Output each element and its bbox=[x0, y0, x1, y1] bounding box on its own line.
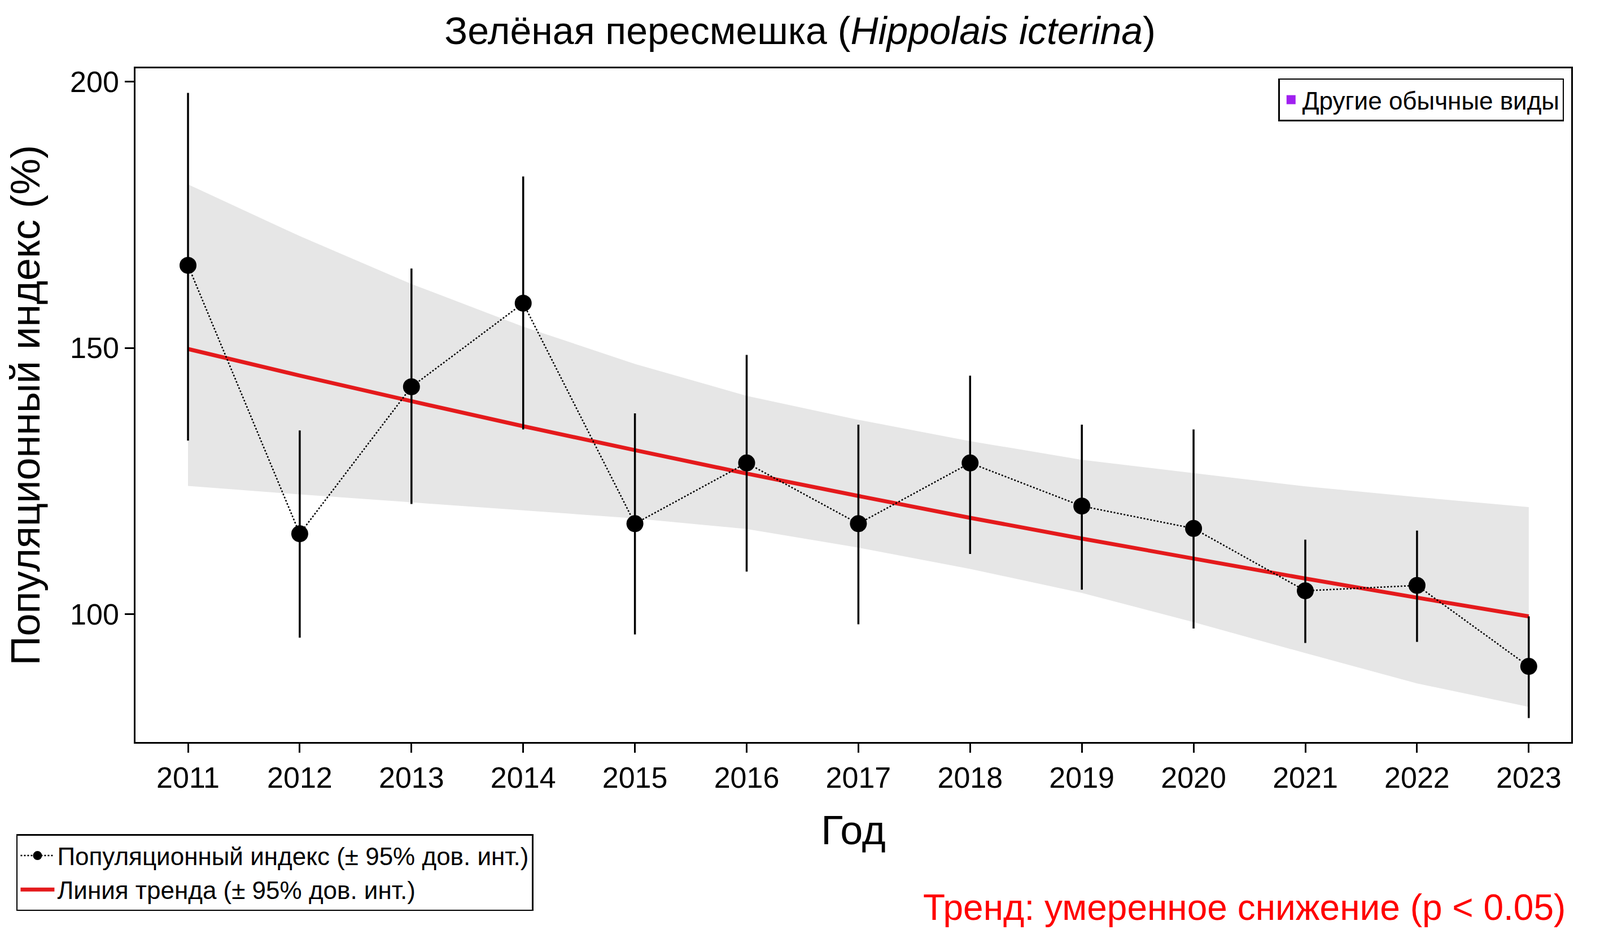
svg-text:2015: 2015 bbox=[602, 761, 668, 794]
svg-text:2018: 2018 bbox=[937, 761, 1003, 794]
svg-text:Тренд: умеренное снижение (p <: Тренд: умеренное снижение (p < 0.05) bbox=[923, 886, 1566, 928]
svg-text:2017: 2017 bbox=[825, 761, 892, 794]
svg-text:100: 100 bbox=[70, 597, 120, 631]
svg-text:2016: 2016 bbox=[714, 761, 780, 794]
svg-text:2022: 2022 bbox=[1384, 761, 1450, 794]
svg-text:150: 150 bbox=[70, 331, 120, 365]
svg-text:2023: 2023 bbox=[1496, 761, 1562, 794]
svg-text:2014: 2014 bbox=[490, 761, 557, 794]
svg-text:Зелёная пересмешка (Hippolais: Зелёная пересмешка (Hippolais icterina) bbox=[444, 9, 1156, 52]
svg-text:2019: 2019 bbox=[1048, 761, 1115, 794]
svg-text:Линия тренда (± 95% дов. инт.): Линия тренда (± 95% дов. инт.) bbox=[57, 876, 415, 904]
svg-text:Популяционный индекс (± 95% до: Популяционный индекс (± 95% дов. инт.) bbox=[57, 842, 529, 871]
svg-text:2021: 2021 bbox=[1272, 761, 1339, 794]
svg-text:2020: 2020 bbox=[1160, 761, 1227, 794]
svg-text:2013: 2013 bbox=[378, 761, 445, 794]
svg-text:Год: Год bbox=[820, 807, 886, 853]
svg-text:2012: 2012 bbox=[267, 761, 333, 794]
svg-text:2011: 2011 bbox=[156, 761, 220, 794]
svg-text:Другие обычные виды: Другие обычные виды bbox=[1302, 86, 1560, 115]
svg-text:200: 200 bbox=[70, 65, 120, 99]
svg-text:Популяционный индекс (%): Популяционный индекс (%) bbox=[2, 145, 48, 666]
